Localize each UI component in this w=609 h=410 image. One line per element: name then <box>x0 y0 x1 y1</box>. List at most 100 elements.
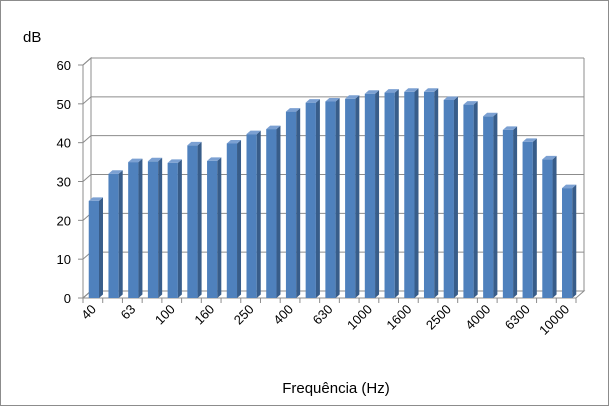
bar-top <box>226 139 242 144</box>
bar <box>463 101 478 298</box>
bar <box>522 138 537 298</box>
bar-front <box>266 129 277 298</box>
bar-front <box>128 162 139 298</box>
bar-side <box>296 108 301 298</box>
bar <box>542 155 557 298</box>
x-tick-label: 250 <box>231 302 257 328</box>
bar <box>423 88 439 298</box>
bar <box>88 197 103 298</box>
bar <box>266 125 281 298</box>
bar-top <box>483 112 498 117</box>
bar-top <box>542 155 557 160</box>
bar-top <box>423 88 439 92</box>
bar-top <box>404 88 419 92</box>
x-tick-label: 100 <box>152 302 178 328</box>
y-tick-label: 20 <box>57 213 71 228</box>
bar-top <box>305 99 320 103</box>
bar-side <box>532 138 537 298</box>
bar <box>128 158 143 298</box>
bar-front <box>167 162 178 298</box>
bar-side <box>177 159 182 298</box>
x-tick-label: 1600 <box>383 302 414 333</box>
bar <box>502 126 518 298</box>
x-tick-label: 4000 <box>462 302 493 333</box>
bar-front <box>108 173 119 298</box>
y-tick-labels: 0 10 20 30 40 50 60 <box>57 58 71 306</box>
bar-side <box>217 157 222 298</box>
bar <box>226 139 242 298</box>
bar-top <box>266 125 281 130</box>
bars-layer <box>88 88 577 299</box>
bar-side <box>552 155 557 298</box>
y-tick-label: 30 <box>57 175 71 190</box>
bar-side <box>394 89 399 299</box>
bar-side <box>473 101 478 298</box>
bar-front <box>345 98 356 298</box>
x-tick-labels: 40 63 100 160 250 400 630 1000 1600 2500 4000 6300 1… <box>78 302 572 338</box>
bar-side <box>138 158 143 298</box>
y-axis-title: dB <box>23 29 41 46</box>
bar <box>562 184 577 298</box>
bar-front <box>463 104 474 298</box>
x-tick-label: 2500 <box>423 302 454 333</box>
x-tick-label: 63 <box>118 302 139 323</box>
bar-top <box>246 130 261 135</box>
x-tick-label: 40 <box>78 302 99 323</box>
bar-side <box>118 170 123 298</box>
bar-side <box>335 98 340 299</box>
bar-front <box>147 161 159 298</box>
bar-side <box>414 88 419 298</box>
x-tick-label: 1000 <box>344 302 375 333</box>
bar-side <box>158 157 163 298</box>
bar-top <box>345 95 360 99</box>
bar-front <box>207 160 218 298</box>
bar <box>384 89 399 299</box>
bar-side <box>276 125 281 298</box>
y-tick-label: 0 <box>64 291 71 306</box>
bar <box>305 99 320 298</box>
bar-top <box>502 126 518 130</box>
bar-front <box>305 102 316 298</box>
bar-top <box>147 157 163 162</box>
bar-side <box>434 88 439 298</box>
gridline-side <box>82 96 92 105</box>
bar-top <box>463 101 478 105</box>
bar <box>108 170 123 298</box>
gridline-side <box>82 174 92 182</box>
bar-top <box>207 157 222 161</box>
bar <box>483 112 498 298</box>
x-tick-label: 630 <box>310 302 336 328</box>
bar-top <box>187 141 202 146</box>
bar <box>345 95 360 298</box>
bar-top <box>108 170 123 174</box>
bar-side <box>572 184 577 298</box>
bar-side <box>493 112 498 298</box>
bar-side <box>315 99 320 298</box>
bar-top <box>325 98 340 102</box>
bar <box>404 88 419 298</box>
bar-top <box>562 184 577 189</box>
bar-side <box>98 197 103 298</box>
bar-side <box>513 126 518 298</box>
bar-front <box>423 91 435 298</box>
bar <box>167 159 182 298</box>
bar <box>147 157 163 298</box>
bar <box>246 130 261 298</box>
x-tick-label: 160 <box>191 302 217 328</box>
bar-front <box>88 200 99 298</box>
bar-top <box>443 96 458 100</box>
bar-front <box>443 99 454 298</box>
bar <box>443 96 458 298</box>
bar-top <box>128 158 143 163</box>
bar-front <box>542 159 553 298</box>
bar <box>207 157 222 298</box>
bar-front <box>325 101 336 299</box>
bar <box>285 108 301 298</box>
bar <box>187 141 202 298</box>
x-tick-label: 10000 <box>536 302 572 338</box>
bar <box>364 90 380 298</box>
x-tick-label: 400 <box>270 302 296 328</box>
bar-front <box>384 92 395 299</box>
x-tick-label: 6300 <box>502 302 533 333</box>
